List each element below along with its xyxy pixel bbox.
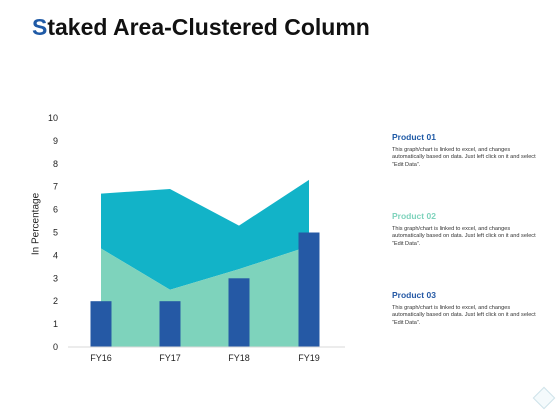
legend-item: Product 02 This graph/chart is linked to … bbox=[392, 211, 552, 248]
legend-item-title: Product 01 bbox=[392, 132, 436, 142]
column-bar bbox=[159, 301, 181, 347]
chart-areas bbox=[101, 179, 309, 347]
x-tick-label: FY19 bbox=[298, 353, 320, 363]
column-bar bbox=[298, 232, 320, 347]
y-tick-label: 9 bbox=[53, 136, 58, 146]
area-series-2 bbox=[101, 179, 309, 290]
x-tick-label: FY16 bbox=[90, 353, 112, 363]
y-tick-label: 5 bbox=[53, 228, 58, 238]
y-tick-label: 10 bbox=[48, 113, 58, 123]
legend-item-description: This graph/chart is linked to excel, and… bbox=[392, 226, 536, 247]
legend-item-title: Product 03 bbox=[392, 290, 436, 300]
y-tick-label: 2 bbox=[53, 296, 58, 306]
column-bar bbox=[228, 278, 250, 347]
title-rest: taked Area-Clustered Column bbox=[47, 14, 370, 40]
y-tick-label: 4 bbox=[53, 250, 58, 260]
y-tick-label: 0 bbox=[53, 342, 58, 352]
column-bar bbox=[90, 301, 112, 347]
y-tick-label: 1 bbox=[53, 319, 58, 329]
y-tick-labels: 0 1 2 3 4 5 6 7 8 9 10 bbox=[48, 113, 58, 352]
y-tick-label: 7 bbox=[53, 182, 58, 192]
y-tick-label: 6 bbox=[53, 205, 58, 215]
legend-item-title: Product 02 bbox=[392, 211, 436, 221]
y-tick-label: 8 bbox=[53, 159, 58, 169]
x-tick-label: FY18 bbox=[228, 353, 250, 363]
x-tick-labels: FY16 FY17 FY18 FY19 bbox=[90, 353, 320, 363]
chart-columns bbox=[90, 232, 320, 347]
legend-item-description: This graph/chart is linked to excel, and… bbox=[392, 305, 536, 326]
area-series-1 bbox=[101, 246, 309, 347]
legend-item: Product 01 This graph/chart is linked to … bbox=[392, 132, 552, 169]
legend-item-description: This graph/chart is linked to excel, and… bbox=[392, 147, 536, 168]
page-title: Staked Area-Clustered Column bbox=[32, 14, 370, 41]
title-first-letter: S bbox=[32, 14, 48, 40]
x-tick-label: FY17 bbox=[159, 353, 181, 363]
y-tick-label: 3 bbox=[53, 273, 58, 283]
legend-item: Product 03 This graph/chart is linked to … bbox=[392, 290, 552, 327]
